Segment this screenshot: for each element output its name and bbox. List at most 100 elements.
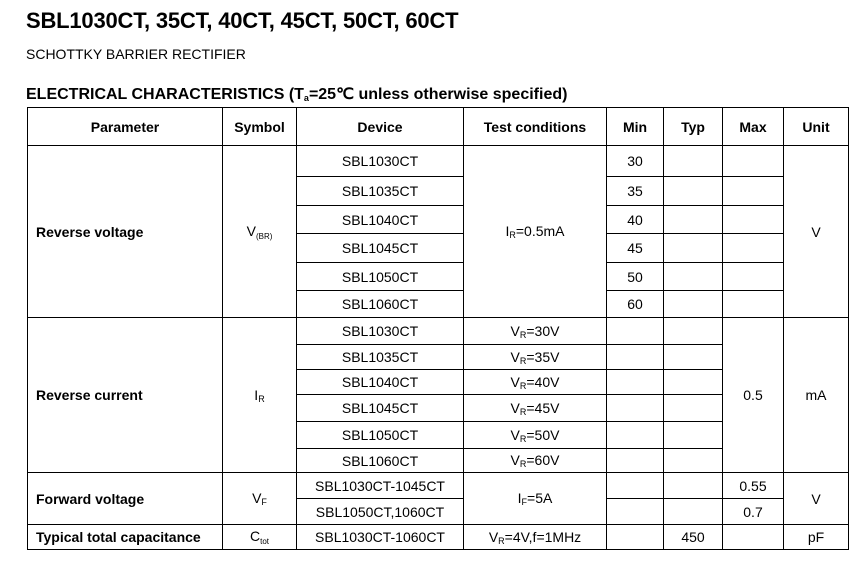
condition: VR=35V: [510, 348, 560, 366]
cond-sub: R: [519, 355, 527, 366]
symbol-sub: tot: [260, 537, 270, 546]
param-cell: Forward voltage: [27, 472, 223, 525]
condition: VR=60V: [510, 452, 560, 469]
symbol-main: C: [249, 528, 261, 544]
table-row: SBL1060CT VR=60V: [28, 448, 849, 473]
table-row: Typical total capacitance Ctot SBL1030CT-1…: [27, 524, 849, 550]
symbol-cell: VF: [222, 472, 297, 525]
condition: VR=30V: [511, 322, 560, 340]
cond-sub: R: [509, 230, 516, 240]
min-cell: [606, 524, 664, 550]
cond-main: V: [510, 426, 520, 443]
min-cell: [606, 317, 664, 345]
device-cell: SBL1050CT,1060CT: [296, 498, 464, 525]
cond-rest: =50V: [526, 426, 560, 443]
device-cell: SBL1030CT-1060CT: [296, 524, 464, 550]
typ-cell: [663, 498, 723, 525]
max-cell: 0.55: [722, 472, 784, 499]
table-row: SBL1035CT VR=35V: [28, 344, 849, 370]
symbol-sub: F: [261, 497, 267, 507]
cond-sub: R: [519, 433, 527, 444]
header-cell: Typ: [663, 107, 723, 146]
symbol-cell: Ctot: [222, 524, 297, 550]
heading-sub: a: [303, 93, 309, 103]
min-cell: 35: [606, 176, 664, 206]
min-cell: 60: [606, 290, 664, 318]
symbol-main: V: [246, 222, 256, 239]
table-row: SBL1045CT 45: [28, 233, 849, 263]
param-cell: Typical total capacitance: [27, 524, 223, 550]
cond-rest: =0.5mA: [515, 223, 565, 239]
min-cell: 45: [606, 233, 664, 263]
typ-cell: [663, 448, 723, 473]
param-cell: Reverse current: [27, 317, 223, 473]
unit-cell: mA: [783, 317, 849, 473]
cond-main: V: [510, 348, 520, 365]
cond-main: V: [510, 373, 520, 390]
device-cell: SBL1060CT: [296, 448, 464, 473]
condition: VR=50V: [510, 426, 560, 444]
min-cell: [606, 369, 664, 395]
cond-main: V: [510, 399, 520, 416]
cond-main: V: [510, 452, 520, 468]
min-cell: 40: [606, 205, 664, 234]
cond-rest: =30V: [526, 322, 560, 339]
table-row: SBL1040CT VR=40V: [28, 369, 849, 395]
max-cell: 0.7: [722, 498, 784, 525]
header-cell: Max: [722, 107, 784, 146]
typ-cell: 450: [663, 524, 723, 550]
typ-cell: [663, 233, 723, 263]
symbol-vbr: V(BR): [246, 222, 273, 241]
cond-rest: =35V: [526, 348, 560, 365]
device-cell: SBL1060CT: [296, 290, 464, 318]
cond-rest: =4V,f=1MHz: [504, 528, 582, 545]
symbol-vf: VF: [252, 490, 267, 507]
max-cell: [722, 145, 784, 177]
unit-cell: pF: [783, 524, 849, 550]
cond-main: I: [517, 490, 522, 506]
cond-sub: F: [521, 497, 528, 507]
condition-cell: VR=40V: [463, 369, 607, 395]
device-cell: SBL1035CT: [296, 344, 464, 370]
condition-cell: VR=30V: [463, 317, 607, 345]
table-row: SBL1060CT 60: [28, 290, 849, 318]
max-cell: [722, 176, 784, 206]
device-cell: SBL1030CT: [296, 317, 464, 345]
cond-main: I: [505, 223, 510, 239]
symbol-ctot: Ctot: [249, 528, 270, 546]
typ-cell: [663, 176, 723, 206]
condition-cell: VR=50V: [463, 421, 607, 449]
cond-sub: R: [498, 535, 505, 546]
device-cell: SBL1045CT: [296, 233, 464, 263]
condition-cell: VR=60V: [463, 448, 607, 473]
cond-sub: R: [519, 459, 527, 469]
condition: IR=0.5mA: [505, 223, 565, 240]
min-cell: [606, 421, 664, 449]
cond-main: V: [488, 528, 499, 545]
condition-cell: IF=5A: [463, 472, 607, 525]
device-cell: SBL1050CT: [296, 262, 464, 291]
typ-cell: [663, 317, 723, 345]
typ-cell: [663, 369, 723, 395]
header-cell: Min: [606, 107, 664, 146]
device-cell: SBL1050CT: [296, 421, 464, 449]
typ-cell: [663, 145, 723, 177]
header-cell: Test conditions: [463, 107, 607, 146]
cond-sub: R: [519, 329, 527, 340]
header-cell: Symbol: [222, 107, 297, 146]
subtitle: SCHOTTKY BARRIER RECTIFIER: [26, 46, 246, 62]
cond-rest: =5A: [527, 490, 553, 506]
symbol-cell: IR: [222, 317, 297, 473]
cond-sub: R: [519, 406, 527, 417]
condition: VR=40V: [510, 373, 560, 391]
typ-cell: [663, 205, 723, 234]
header-row: Parameter Symbol Device Test conditions Min T…: [27, 107, 849, 146]
unit-cell: V: [783, 145, 849, 318]
device-cell: SBL1040CT: [296, 369, 464, 395]
min-cell: [606, 448, 664, 473]
typ-cell: [663, 421, 723, 449]
min-cell: [606, 394, 664, 422]
symbol-main: I: [254, 386, 259, 403]
symbol-cell: V(BR): [222, 145, 297, 318]
min-cell: [606, 344, 664, 370]
